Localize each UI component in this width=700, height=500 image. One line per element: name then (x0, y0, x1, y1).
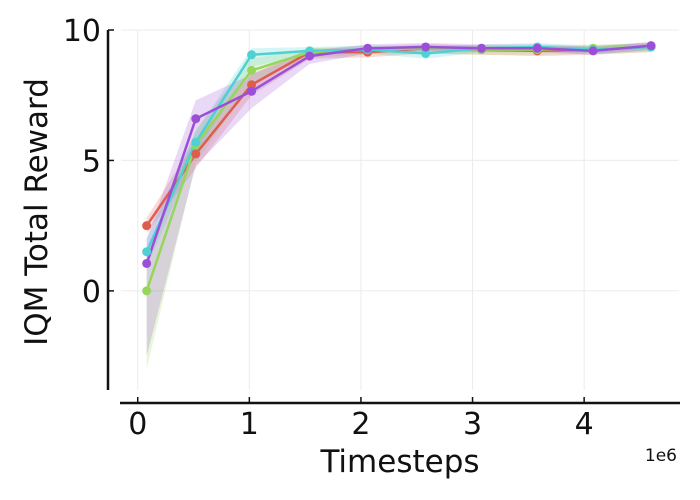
series-2-point (142, 286, 152, 296)
tick-labels: 0 1 2 3 4 0 5 10 (63, 14, 594, 442)
series-4-point (363, 43, 373, 53)
x-tick-label: 1 (240, 407, 259, 442)
series-3-point (421, 48, 431, 58)
series-1-point (191, 149, 201, 159)
series-3-point (142, 247, 152, 257)
grid (121, 29, 679, 390)
series-3-band (146, 43, 652, 268)
series-lines (145, 44, 652, 292)
x-tick-label: 0 (128, 407, 147, 442)
x-axis-offset-label: 1e6 (645, 446, 677, 466)
y-axis-title: IQM Total Reward (19, 78, 55, 346)
series-4-point (305, 51, 315, 61)
series-4-point (588, 46, 598, 56)
y-tick-label: 0 (82, 275, 101, 310)
series-3-line (145, 45, 652, 253)
series-4-point (421, 42, 431, 52)
x-tick-label: 3 (463, 407, 482, 442)
series-4-point (532, 43, 542, 53)
y-tick-label: 5 (82, 144, 101, 179)
series-3-point (191, 137, 201, 147)
series-4-line (145, 44, 652, 264)
x-tick-label: 4 (575, 407, 594, 442)
y-tick-label: 10 (63, 14, 101, 49)
series-1-point (247, 80, 257, 90)
x-axis-title: Timesteps (319, 444, 479, 480)
series-1-point (142, 221, 152, 231)
series-4-point (476, 43, 486, 53)
x-tick-label: 2 (351, 407, 370, 442)
series-4-point (191, 114, 201, 124)
series-points (142, 41, 656, 296)
series-4-point (646, 41, 656, 51)
axes (106, 30, 680, 405)
series-2-line (145, 45, 652, 292)
series-4-point (142, 258, 152, 268)
confidence-bands (146, 41, 652, 370)
series-4-point (247, 86, 257, 96)
series-2-point (247, 65, 257, 75)
series-3-point (247, 50, 257, 60)
series-4-band (146, 41, 652, 357)
